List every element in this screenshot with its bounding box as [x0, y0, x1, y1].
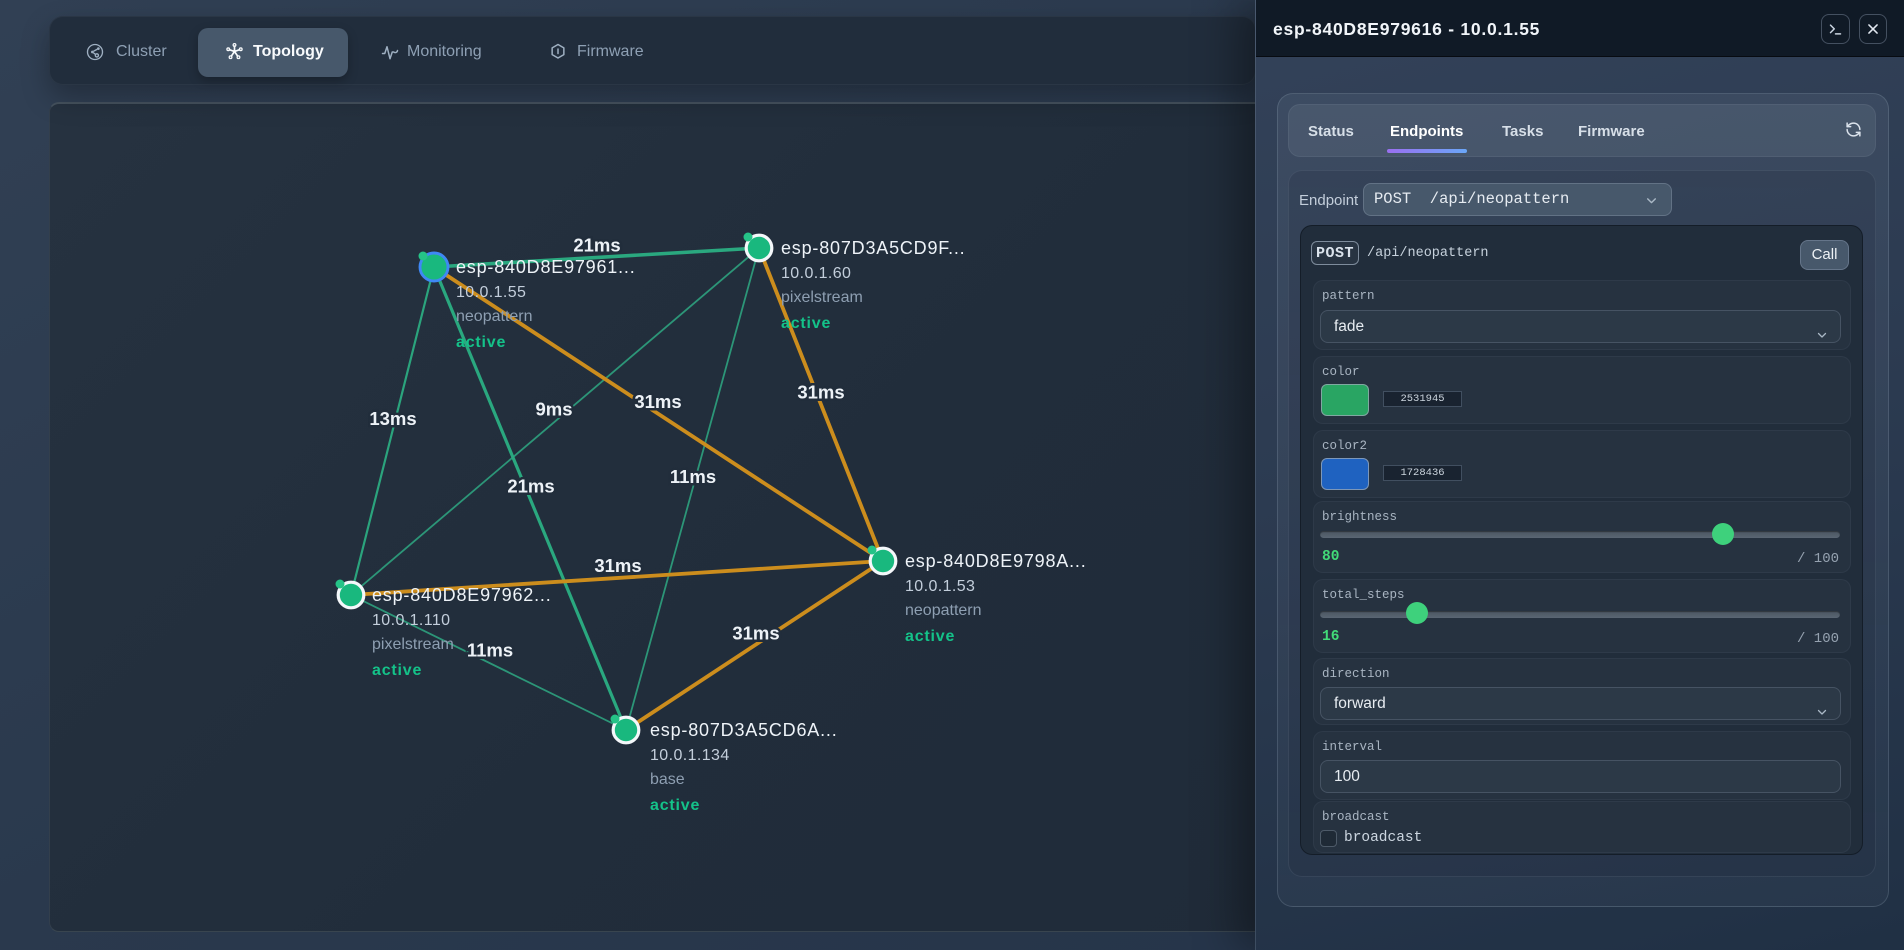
- svg-text:10.0.1.134: 10.0.1.134: [650, 747, 730, 764]
- svg-text:31ms: 31ms: [594, 555, 641, 576]
- svg-text:31ms: 31ms: [634, 391, 681, 412]
- svg-text:11ms: 11ms: [670, 466, 716, 487]
- svg-text:10.0.1.60: 10.0.1.60: [781, 265, 851, 282]
- svg-text:esp-840D8E9798A...: esp-840D8E9798A...: [905, 551, 1087, 571]
- svg-text:21ms: 21ms: [507, 476, 554, 497]
- svg-text:pixelstream: pixelstream: [781, 289, 863, 306]
- svg-text:neopattern: neopattern: [905, 602, 982, 619]
- svg-text:esp-807D3A5CD9F...: esp-807D3A5CD9F...: [781, 238, 966, 258]
- svg-text:9ms: 9ms: [535, 399, 572, 420]
- svg-text:base: base: [650, 771, 685, 788]
- svg-text:active: active: [650, 797, 700, 814]
- svg-text:active: active: [372, 662, 422, 679]
- svg-text:21ms: 21ms: [573, 235, 620, 256]
- svg-text:10.0.1.55: 10.0.1.55: [456, 284, 526, 301]
- svg-text:13ms: 13ms: [369, 408, 416, 429]
- svg-text:11ms: 11ms: [467, 640, 513, 661]
- svg-text:31ms: 31ms: [797, 382, 844, 403]
- svg-text:neopattern: neopattern: [456, 308, 533, 325]
- svg-text:active: active: [456, 334, 506, 351]
- svg-text:31ms: 31ms: [732, 623, 779, 644]
- svg-text:pixelstream: pixelstream: [372, 636, 454, 653]
- svg-text:active: active: [905, 628, 955, 645]
- svg-text:esp-840D8E97961...: esp-840D8E97961...: [456, 257, 636, 277]
- svg-text:10.0.1.53: 10.0.1.53: [905, 578, 975, 595]
- svg-text:esp-840D8E97962...: esp-840D8E97962...: [372, 585, 552, 605]
- svg-text:esp-807D3A5CD6A...: esp-807D3A5CD6A...: [650, 720, 838, 740]
- svg-text:10.0.1.110: 10.0.1.110: [372, 612, 450, 629]
- svg-text:active: active: [781, 315, 831, 332]
